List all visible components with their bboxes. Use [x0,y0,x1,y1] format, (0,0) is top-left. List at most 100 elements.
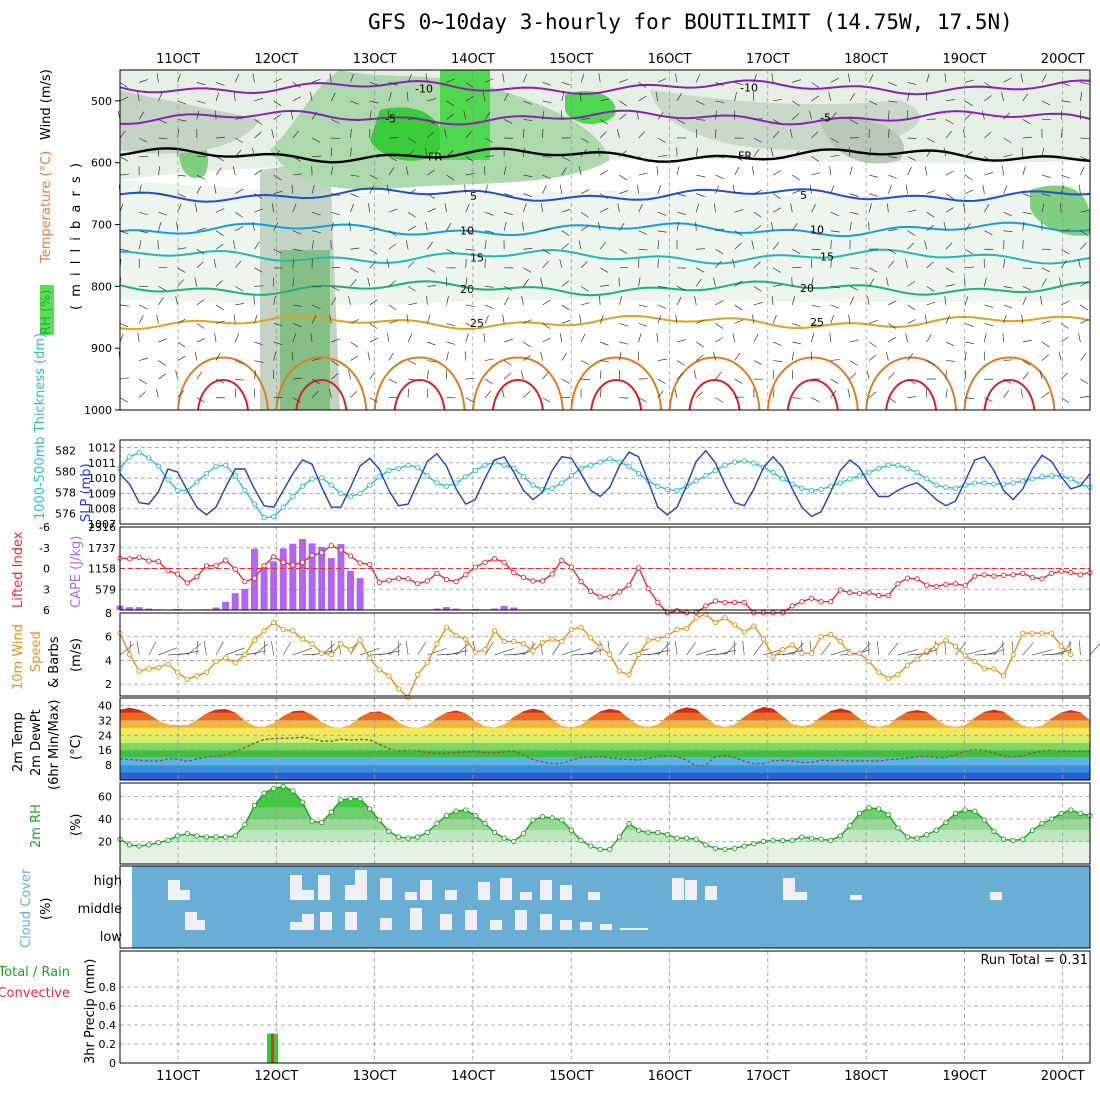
thickness-point [232,473,238,479]
thickness-point [174,487,181,494]
wind-barb [657,286,667,288]
rh2m-point [1068,807,1074,813]
wind-barb [945,119,954,125]
rh2m-point [472,812,478,819]
hot-contour-0 [177,356,269,411]
rh-shading-1 [120,180,1090,305]
thickness-point [319,475,325,481]
wind-barb [194,351,198,361]
wind-barb [196,299,205,306]
cape-tick-1737: 1737 [88,542,116,555]
cloud-high-block [345,885,357,900]
wind-barb [196,82,206,86]
wind-barb [965,266,975,269]
wind-barb [888,174,897,179]
precip-tick-0: 0 [109,1057,116,1070]
lifted-index-point [242,578,248,585]
thickness-point [703,473,709,479]
cloud-unit: (%) [39,898,54,921]
precip-tick-0.8: 0.8 [99,981,117,994]
wind-barb [676,286,686,291]
wind-barb [676,296,682,306]
wind-barb [523,174,533,178]
wind-barb [273,296,276,305]
wind-barb [676,166,680,176]
wind-barb [523,267,532,273]
thickness-point [146,455,152,461]
wind-barb [715,174,724,179]
wind-speed-point [616,668,623,674]
wind-barb [503,296,509,306]
wind-barb [984,82,993,88]
wind-barb [215,156,225,162]
wind-barb [829,166,832,176]
wind-barb [695,221,697,231]
wind-speed-point [770,654,776,660]
wind-barb [715,397,724,403]
wind-barb [945,341,955,347]
wind-barb [158,119,167,124]
lifted-index-markers [117,543,1093,616]
wind-barb [809,184,812,194]
wind-barb [695,74,701,83]
cape-bar [500,606,508,610]
wind-barb [945,207,954,213]
thickness-point [1029,476,1036,482]
wind-speed-point [328,651,334,658]
isotherm-label-25: 25 [470,317,484,330]
wind-barb [789,129,793,139]
surface-barb [455,643,469,656]
thickness-point [1048,473,1055,479]
cape-bar [433,608,441,610]
wind-barb [311,137,321,143]
wind-barb [407,149,415,157]
rh2m-point [376,817,382,823]
lifted-index-point [174,571,181,577]
wind-speed-point [972,658,978,665]
wind-barb [292,323,302,328]
wind-barb [636,110,639,120]
thickness-point [847,476,853,482]
precip-title: 3hr Precip (mm) [83,959,98,1064]
wind-barb [330,221,334,231]
wind-barb [715,260,722,269]
temp-band [120,727,1090,736]
wind-barb [215,230,224,237]
wind-unit-label: (m/s) [69,638,84,672]
lifted-index-point [828,599,834,605]
wind-barb [156,314,159,324]
wind-tick-6: 6 [105,631,112,644]
rh2m-point [693,836,699,842]
wind-barb [715,248,724,255]
wind-barb [1041,354,1049,361]
rh2m-point [146,842,152,848]
wind-barb [465,248,475,251]
wind-barb [830,378,839,384]
temp-band [120,765,1090,773]
wind-barb [1022,136,1032,139]
date-top-14OCT: 14OCT [451,52,495,67]
surface-barb [158,647,178,656]
wind-barb [216,136,226,139]
thickness-point [155,463,162,469]
wind-barb [907,378,916,384]
wind-barb [427,169,435,176]
wind-barb [254,241,260,250]
wind-barb [830,230,840,233]
wind-barb [215,279,223,287]
cloud-high-block [478,882,490,900]
wind-barb [446,150,454,157]
wind-barb [388,352,394,361]
wind-barb [1080,230,1089,236]
cloud-high-block [500,878,512,900]
rh2m-point [1029,827,1036,833]
wind-barb [1041,278,1047,287]
wind-speed-point [491,628,498,634]
wind-barb [139,79,148,83]
wind-barb [1078,333,1081,343]
wind-barb [522,221,524,231]
rh2m-point [664,832,671,838]
wind-barb [638,248,648,251]
wind-barb [696,354,704,361]
cloud-high-block [290,875,302,900]
